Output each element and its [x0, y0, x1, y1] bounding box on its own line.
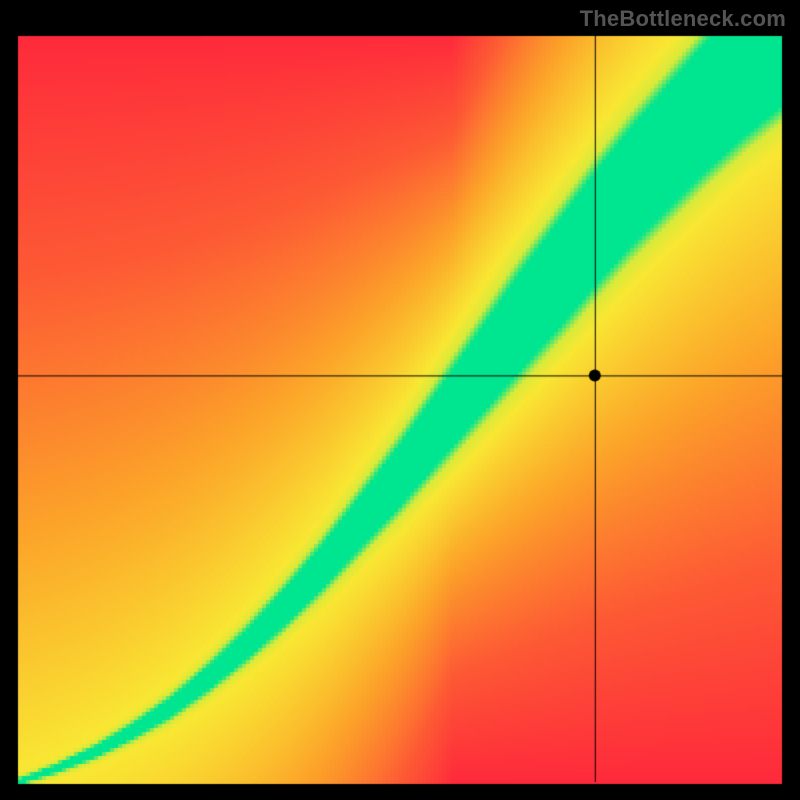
- chart-container: TheBottleneck.com: [0, 0, 800, 800]
- bottleneck-heatmap: [0, 0, 800, 800]
- watermark-text: TheBottleneck.com: [580, 6, 786, 32]
